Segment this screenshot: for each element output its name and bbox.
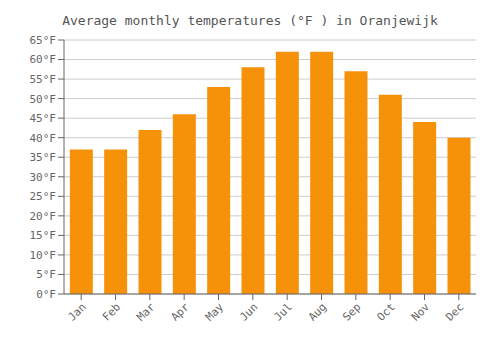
svg-text:65°F: 65°F: [30, 34, 57, 47]
svg-text:30°F: 30°F: [30, 171, 57, 184]
svg-text:20°F: 20°F: [30, 210, 57, 223]
svg-text:35°F: 35°F: [30, 151, 57, 164]
svg-text:50°F: 50°F: [30, 93, 57, 106]
svg-text:May: May: [203, 300, 227, 324]
svg-text:10°F: 10°F: [30, 249, 57, 262]
html-text:Average monthly temperatures (: Average monthly temperatures (°F ) in Or…: [62, 13, 438, 28]
svg-text:60°F: 60°F: [30, 53, 57, 66]
svg-text:0°F: 0°F: [36, 288, 56, 301]
svg-text:Apr: Apr: [169, 300, 193, 324]
svg-text:Aug: Aug: [306, 300, 329, 323]
svg-text:45°F: 45°F: [30, 112, 57, 125]
svg-text:Feb: Feb: [100, 300, 123, 323]
svg-text:Mar: Mar: [134, 300, 158, 324]
svg-text:55°F: 55°F: [30, 73, 57, 86]
svg-text:Jun: Jun: [237, 300, 260, 323]
svg-text:40°F: 40°F: [30, 132, 57, 145]
svg-text:Oct: Oct: [375, 300, 398, 323]
svg-text:Jul: Jul: [272, 300, 295, 323]
svg-text:5°F: 5°F: [36, 268, 56, 281]
svg-text:Jan: Jan: [66, 300, 89, 323]
svg-text:25°F: 25°F: [30, 190, 57, 203]
svg-text:Nov: Nov: [409, 300, 433, 324]
svg-text:15°F: 15°F: [30, 229, 57, 242]
svg-text:Sep: Sep: [340, 300, 363, 323]
svg-text:Dec: Dec: [443, 300, 466, 323]
